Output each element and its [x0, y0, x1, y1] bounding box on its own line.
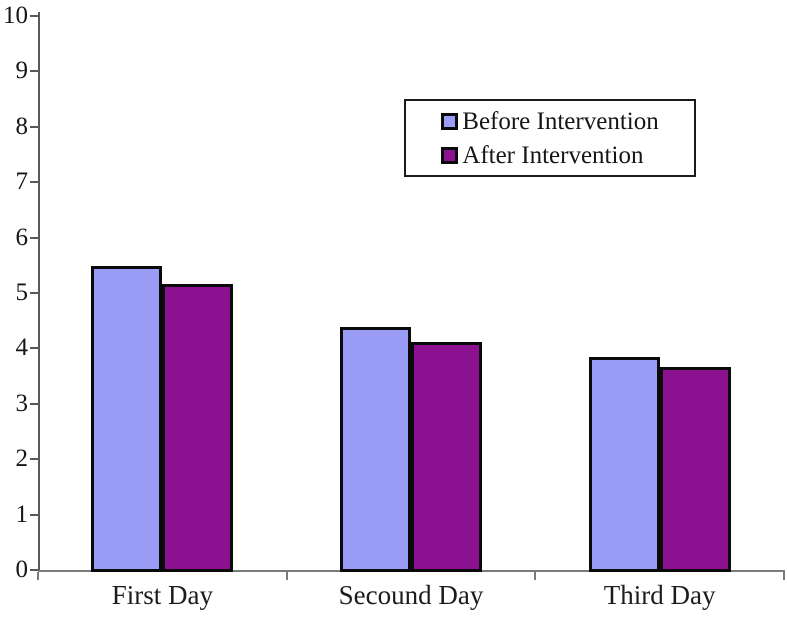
x-axis-tick — [534, 572, 537, 580]
x-axis-tick — [37, 572, 39, 580]
legend-label-after: After Intervention — [462, 141, 644, 169]
y-axis-tick — [30, 292, 38, 294]
y-axis-tick-label: 7 — [15, 168, 29, 196]
y-axis-tick-label: 10 — [3, 2, 28, 29]
y-axis-tick-label: 9 — [15, 57, 29, 85]
y-axis-tick — [30, 569, 38, 571]
legend-label-before: Before Intervention — [462, 107, 659, 135]
y-axis-tick-label: 3 — [15, 389, 29, 417]
x-axis-tick — [783, 572, 785, 580]
y-axis-tick — [30, 347, 38, 350]
bar-before-intervention-third-day — [588, 356, 660, 572]
y-axis-line — [38, 12, 40, 571]
bar-before-intervention-first-day — [91, 266, 163, 572]
y-axis-tick-label: 0 — [15, 556, 29, 583]
y-axis-tick — [30, 125, 38, 128]
x-axis-category-label: First Day — [111, 580, 213, 610]
bar-after-intervention-third-day — [659, 367, 731, 572]
y-axis-tick — [30, 513, 38, 516]
bar-after-intervention-secound-day — [411, 341, 482, 572]
y-axis-tick-label: 2 — [15, 445, 29, 473]
legend-item-before-intervention: Before Intervention — [441, 107, 659, 136]
x-axis-category-label: Third Day — [603, 580, 716, 610]
legend-swatch-before-icon — [441, 112, 459, 130]
y-axis-tick-label: 1 — [15, 500, 29, 528]
y-axis-tick — [30, 181, 38, 184]
legend-swatch-after-icon — [441, 146, 459, 164]
bar-before-intervention-secound-day — [340, 327, 411, 572]
x-axis-tick — [285, 572, 288, 580]
y-axis-tick-label: 6 — [15, 223, 29, 251]
y-axis-tick — [30, 236, 38, 239]
bar-after-intervention-first-day — [162, 283, 234, 572]
y-axis-tick — [30, 15, 38, 17]
legend-inner: Before Intervention After Intervention — [441, 107, 659, 170]
y-axis-tick-label: 4 — [15, 334, 29, 362]
x-axis-category-label: Secound Day — [338, 580, 484, 610]
y-axis-tick — [30, 70, 38, 73]
legend-item-after-intervention: After Intervention — [441, 141, 643, 170]
legend: Before Intervention After Intervention — [404, 99, 696, 177]
y-axis-tick — [30, 458, 38, 461]
y-axis-tick — [30, 402, 38, 405]
y-axis-tick-label: 5 — [15, 279, 29, 306]
y-axis-tick-label: 8 — [15, 112, 29, 140]
